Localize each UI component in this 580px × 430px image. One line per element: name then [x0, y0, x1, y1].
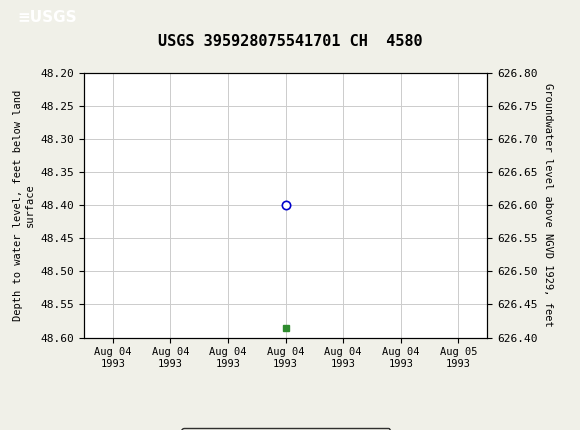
Y-axis label: Groundwater level above NGVD 1929, feet: Groundwater level above NGVD 1929, feet: [543, 83, 553, 327]
Legend: Period of approved data: Period of approved data: [182, 428, 390, 430]
Y-axis label: Depth to water level, feet below land
surface: Depth to water level, feet below land su…: [13, 90, 35, 321]
Text: USGS 395928075541701 CH  4580: USGS 395928075541701 CH 4580: [158, 34, 422, 49]
Text: ≡USGS: ≡USGS: [17, 10, 77, 25]
